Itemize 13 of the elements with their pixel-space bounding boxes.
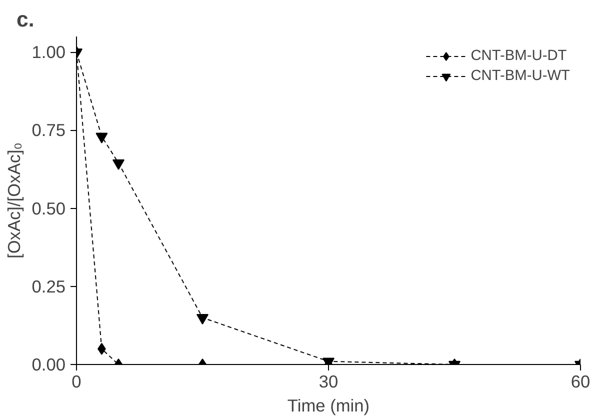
chart-title: c. <box>16 8 34 32</box>
y-tick-label: 0.00 <box>32 354 66 374</box>
y-tick-label: 0.75 <box>32 120 66 140</box>
legend-label: CNT-BM-U-WT <box>470 68 570 84</box>
y-tick-label: 1.00 <box>32 42 66 62</box>
y-tick-label: 0.50 <box>32 198 66 218</box>
x-tick-label: 60 <box>570 372 590 392</box>
y-axis-title: [OxAc]/[OxAc]₀ <box>4 142 24 258</box>
x-axis-title: Time (min) <box>287 396 370 416</box>
legend-label: CNT-BM-U-DT <box>470 48 567 64</box>
y-tick-label: 0.25 <box>32 276 66 296</box>
x-tick-label: 30 <box>318 372 338 392</box>
x-tick-label: 0 <box>72 372 82 392</box>
